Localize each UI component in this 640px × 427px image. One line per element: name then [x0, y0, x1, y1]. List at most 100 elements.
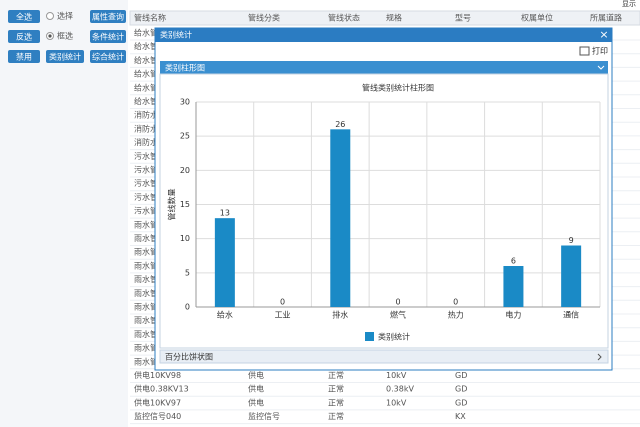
y-tick-label: 5: [185, 268, 190, 277]
column-header: 管线名称: [134, 13, 166, 23]
dialog-titlebar: [155, 28, 612, 42]
cell: 污水管: [134, 192, 158, 202]
cell: 雨水管: [134, 356, 158, 366]
cell: 雨水管: [134, 233, 158, 243]
collapse-icon[interactable]: [597, 65, 605, 70]
column-header: 规格: [386, 13, 402, 23]
data-label: 9: [569, 236, 574, 245]
cell: 给水管: [134, 28, 158, 38]
radio-dot: [48, 34, 52, 38]
dialog-title: 类别统计: [160, 30, 192, 40]
collapsed-panel-title[interactable]: 百分比饼状图: [165, 352, 213, 362]
expand-icon[interactable]: [597, 353, 602, 361]
button-label[interactable]: 属性查询: [92, 12, 124, 22]
button[interactable]: [90, 50, 126, 63]
button-label[interactable]: 禁用: [16, 53, 32, 62]
column-header: 权属单位: [521, 13, 553, 23]
button-label[interactable]: 反选: [16, 32, 32, 42]
column-header: 型号: [455, 14, 471, 23]
cell: 供电10KV97: [134, 397, 181, 407]
cell: GD: [455, 371, 467, 380]
chart-title: 管线类别统计柱形图: [362, 83, 434, 93]
bar: [561, 245, 582, 307]
y-tick-label: 30: [180, 98, 190, 107]
cell: 0.38kV: [386, 385, 414, 394]
cell: 雨水管: [134, 288, 158, 298]
y-tick-label: 25: [180, 132, 190, 141]
radio-label[interactable]: 框选: [57, 31, 73, 41]
cell: 给水管: [134, 69, 158, 79]
data-label: 13: [220, 209, 230, 218]
bar: [214, 218, 235, 307]
cell: 给水管: [134, 96, 158, 106]
data-label: 0: [453, 298, 458, 307]
cell: 正常: [328, 398, 344, 407]
cell: 监控信号040: [134, 411, 181, 421]
button[interactable]: [90, 30, 126, 43]
button-label[interactable]: 综合统计: [92, 52, 124, 62]
sidebar: [0, 0, 128, 427]
cell: 给水管: [134, 55, 158, 65]
cell: 雨水管: [134, 247, 158, 257]
button-label[interactable]: 类别统计: [49, 52, 81, 62]
x-tick-label: 排水: [332, 310, 348, 320]
bar: [503, 266, 524, 307]
cell: 给水管: [134, 41, 158, 51]
top-right-link[interactable]: 显示: [622, 0, 636, 8]
legend-swatch[interactable]: [365, 332, 374, 341]
data-label: 0: [395, 298, 400, 307]
cell: 污水管: [134, 178, 158, 188]
cell: 供电: [248, 384, 264, 394]
cell: 雨水管: [134, 219, 158, 229]
y-tick-label: 20: [180, 166, 190, 175]
cell: 雨水管: [134, 343, 158, 353]
bar: [330, 129, 351, 307]
button-label[interactable]: 全选: [16, 12, 32, 22]
print-icon[interactable]: [579, 46, 590, 56]
button[interactable]: [8, 10, 40, 23]
cell: 污水管: [134, 151, 158, 161]
y-tick-label: 15: [180, 200, 190, 209]
panel-title: 类别柱形图: [165, 63, 205, 73]
cell: 正常: [328, 385, 344, 394]
radio-label[interactable]: 选择: [57, 11, 73, 21]
column-header: 管线状态: [328, 13, 360, 23]
panel-header: [160, 61, 608, 74]
x-tick-label: 通信: [563, 310, 579, 320]
cell: 雨水管: [134, 260, 158, 270]
cell: 雨水管: [134, 329, 158, 339]
y-axis-label: 管线数量: [167, 189, 177, 221]
close-button[interactable]: ×: [599, 28, 608, 41]
x-tick-label: 电力: [505, 310, 521, 320]
cell: 10kV: [386, 398, 407, 407]
cell: GD: [455, 385, 467, 394]
column-header: 所属道路: [590, 13, 622, 23]
collapsed-panel-header[interactable]: [159, 349, 609, 364]
table-header: [129, 10, 640, 26]
button[interactable]: [46, 50, 84, 63]
y-tick-label: 10: [180, 234, 190, 243]
button[interactable]: [8, 30, 40, 43]
x-tick-label: 燃气: [390, 310, 406, 320]
radio[interactable]: [46, 12, 54, 20]
button[interactable]: [90, 10, 126, 23]
cell: 正常: [328, 371, 344, 380]
cell: 污水管: [134, 206, 158, 216]
print-button[interactable]: 打印: [592, 46, 608, 56]
cell: 供电0.38KV13: [134, 384, 189, 394]
button[interactable]: [8, 50, 40, 63]
button-label[interactable]: 条件统计: [92, 32, 124, 42]
column-header: 管线分类: [248, 13, 280, 23]
cell: KX: [455, 412, 466, 421]
cell: 消防水: [134, 110, 158, 120]
legend-label[interactable]: 类别统计: [378, 332, 410, 342]
cell: 供电: [248, 370, 264, 380]
y-tick-label: 0: [185, 303, 190, 312]
cell: 供电: [248, 397, 264, 407]
cell: 消防水: [134, 123, 158, 133]
cell: 雨水管: [134, 302, 158, 312]
cell: 供电10KV98: [134, 370, 181, 380]
cell: 监控信号: [248, 411, 280, 421]
data-label: 6: [511, 257, 516, 266]
